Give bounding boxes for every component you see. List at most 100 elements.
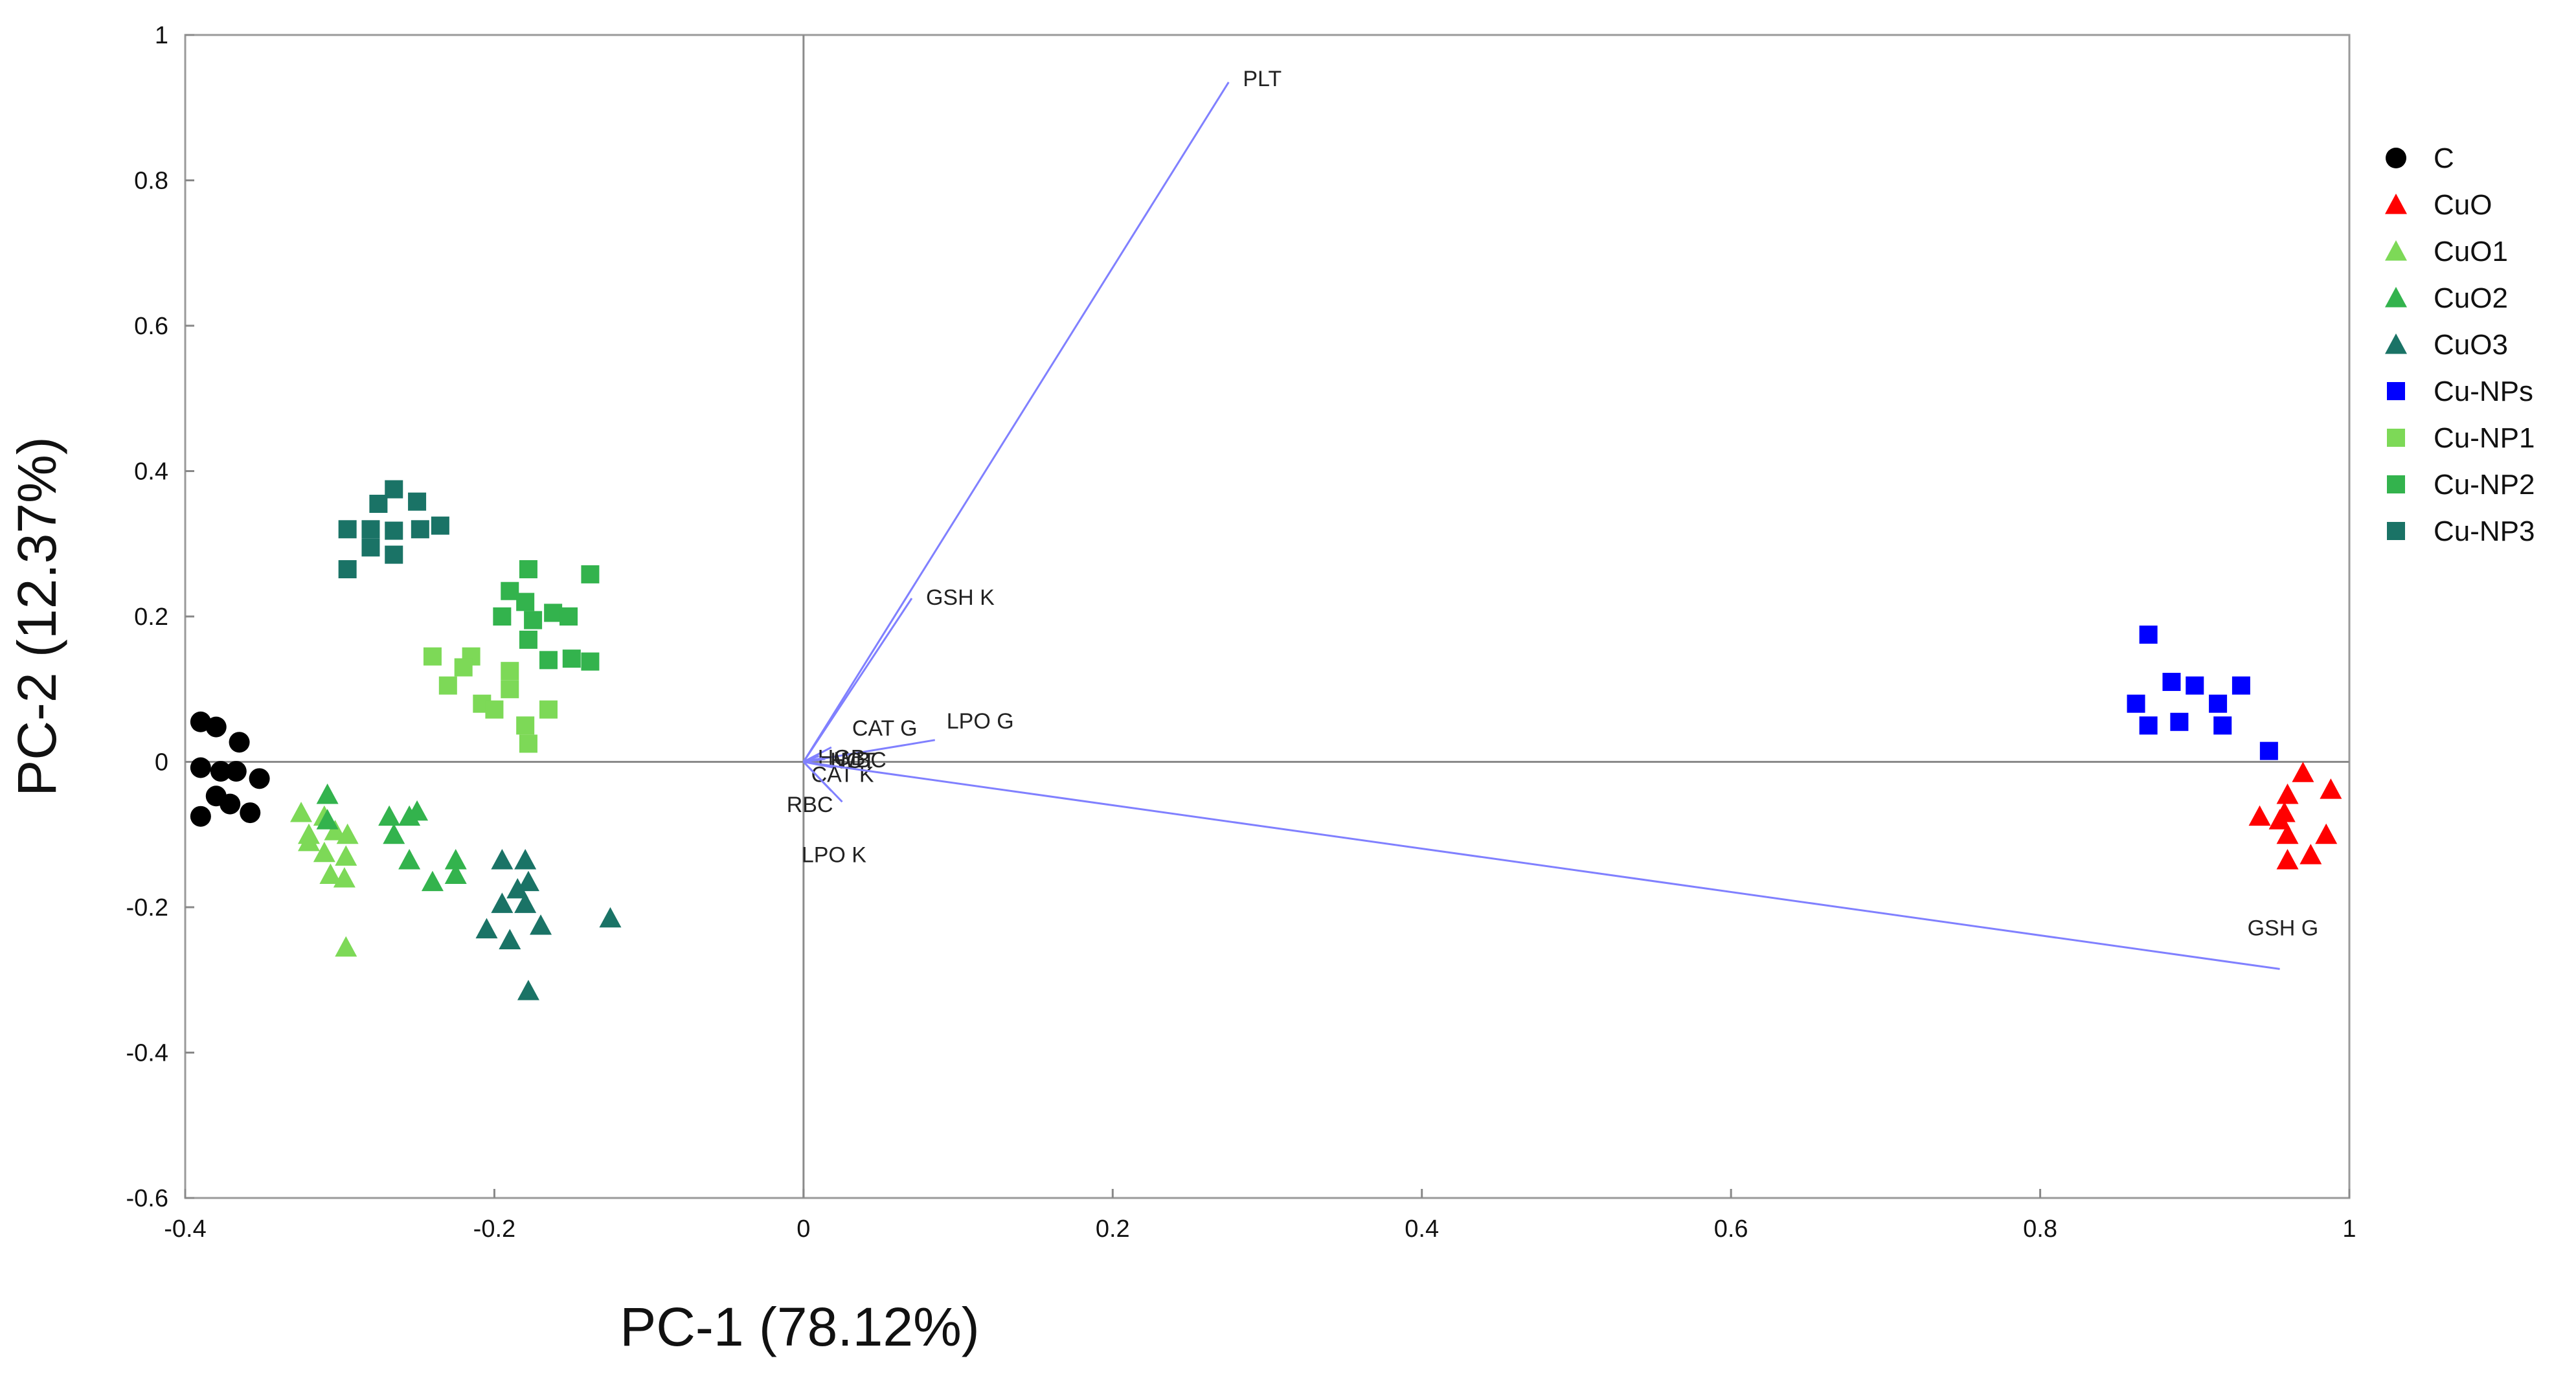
legend-label-cuo2: CuO2 xyxy=(2434,282,2508,314)
point-c xyxy=(205,716,227,738)
point-cuo xyxy=(2320,778,2342,799)
loading-label-cat-g: CAT G xyxy=(852,716,918,741)
point-cuo1 xyxy=(333,867,356,888)
y-tick-label: -0.6 xyxy=(126,1185,168,1212)
legend-label-cu-np1: Cu-NP1 xyxy=(2434,422,2535,454)
point-cuo3 xyxy=(491,892,514,913)
point-c xyxy=(190,806,211,827)
point-cu-np2 xyxy=(559,607,578,626)
point-cu-nps xyxy=(2231,676,2250,695)
point-cuo3 xyxy=(499,929,521,949)
point-cuo1 xyxy=(336,823,359,844)
point-cuo1 xyxy=(319,863,342,884)
point-cu-np2 xyxy=(539,651,558,670)
point-cuo2 xyxy=(421,870,444,892)
legend: C CuO CuO1 CuO2 CuO3 Cu-NPs Cu-NP1 Cu-NP2 Cu-NP3 xyxy=(2385,142,2535,547)
point-cuo3 xyxy=(517,980,539,1000)
loading-vector-plt xyxy=(802,82,1230,763)
point-cu-np2 xyxy=(519,630,537,649)
point-cuo2 xyxy=(316,784,339,804)
point-cu-nps xyxy=(2186,676,2204,695)
x-tick-label: 0.2 xyxy=(1096,1215,1130,1243)
point-c xyxy=(240,802,261,824)
legend-label-cu-np2: Cu-NP2 xyxy=(2434,469,2535,501)
loading-vector-lpo-k xyxy=(802,761,832,792)
y-tick-label: 0 xyxy=(155,749,168,776)
point-cuo1 xyxy=(324,820,346,841)
point-cuo xyxy=(2248,805,2271,826)
point-cuo2 xyxy=(406,800,429,821)
legend-label-cu-np3: Cu-NP3 xyxy=(2434,515,2535,547)
point-cu-np3 xyxy=(385,480,403,499)
point-cuo xyxy=(2276,784,2299,804)
point-c xyxy=(225,761,247,782)
y-axis-title: PC-2 (12.37%) xyxy=(6,436,67,796)
loading-label-lpo-k: LPO K xyxy=(802,842,866,867)
y-tick-label: 1 xyxy=(155,22,168,49)
legend-marker-cu-nps xyxy=(2387,382,2405,400)
point-cu-np3 xyxy=(361,538,380,557)
y-axis-ticks: -0.6 -0.4 -0.2 0 0.2 0.4 0.6 0.8 1 xyxy=(126,22,194,1212)
point-cuo3 xyxy=(599,907,622,928)
point-cu-np1 xyxy=(454,658,473,677)
point-cu-nps xyxy=(2162,673,2181,692)
point-cuo1 xyxy=(297,830,320,852)
point-cu-np2 xyxy=(501,582,519,600)
point-cu-np1 xyxy=(423,647,442,666)
point-cu-np2 xyxy=(544,604,563,622)
y-tick-label: -0.4 xyxy=(126,1040,168,1067)
point-cu-np3 xyxy=(338,520,357,539)
point-cuo3 xyxy=(475,918,498,939)
point-cuo1 xyxy=(335,936,357,957)
legend-marker-cu-np2 xyxy=(2387,475,2405,493)
point-cuo2 xyxy=(383,823,405,844)
loading-vector-gsh-k xyxy=(802,598,913,763)
point-cuo2 xyxy=(316,809,339,830)
legend-marker-cu-np1 xyxy=(2387,429,2405,447)
loading-label-gsh-g: GSH G xyxy=(2248,916,2319,940)
y-tick-label: 0.4 xyxy=(134,458,168,486)
x-tick-label: -0.2 xyxy=(473,1215,515,1243)
point-cu-nps xyxy=(2139,716,2158,735)
point-c xyxy=(210,761,231,782)
y-tick-label: 0.8 xyxy=(134,168,168,195)
loading-label-plt: PLT xyxy=(1243,67,1282,91)
x-tick-label: -0.4 xyxy=(164,1215,206,1243)
loading-label-gsh-k: GSH K xyxy=(926,585,995,610)
point-c xyxy=(190,757,211,778)
point-cu-nps xyxy=(2209,694,2228,713)
point-cuo xyxy=(2276,849,2299,870)
point-cuo1 xyxy=(290,802,313,822)
point-cu-np1 xyxy=(485,700,504,719)
loading-vector-gsh-g xyxy=(803,761,2280,970)
point-cu-np2 xyxy=(562,649,581,668)
point-cuo2 xyxy=(398,849,421,870)
point-cuo1 xyxy=(313,841,335,863)
legend-label-cuo1: CuO1 xyxy=(2434,236,2508,267)
legend-label-cuo: CuO xyxy=(2434,189,2492,221)
point-cu-np2 xyxy=(519,560,537,579)
data-points xyxy=(190,480,2342,1000)
point-cu-np3 xyxy=(385,521,403,540)
y-tick-label: 0.6 xyxy=(134,313,168,340)
point-cu-np3 xyxy=(369,495,388,514)
point-cu-np2 xyxy=(516,593,535,611)
x-tick-label: 0.4 xyxy=(1405,1215,1439,1243)
legend-marker-cu-np3 xyxy=(2387,522,2405,540)
point-cuo3 xyxy=(514,892,537,913)
point-cu-np1 xyxy=(438,676,457,695)
legend-marker-cuo3 xyxy=(2385,333,2407,354)
loading-label-cat-k: CAT K xyxy=(811,762,874,787)
point-cuo xyxy=(2299,844,2322,864)
legend-marker-cuo1 xyxy=(2385,240,2407,261)
legend-label-cu-nps: Cu-NPs xyxy=(2434,376,2533,407)
point-cuo2 xyxy=(444,863,467,884)
loading-vector-lpo-g xyxy=(803,739,936,763)
point-cu-np3 xyxy=(431,516,449,535)
point-cu-nps xyxy=(2139,626,2158,644)
point-cuo3 xyxy=(514,849,537,870)
point-cuo1 xyxy=(335,845,357,866)
point-cuo xyxy=(2315,823,2338,844)
